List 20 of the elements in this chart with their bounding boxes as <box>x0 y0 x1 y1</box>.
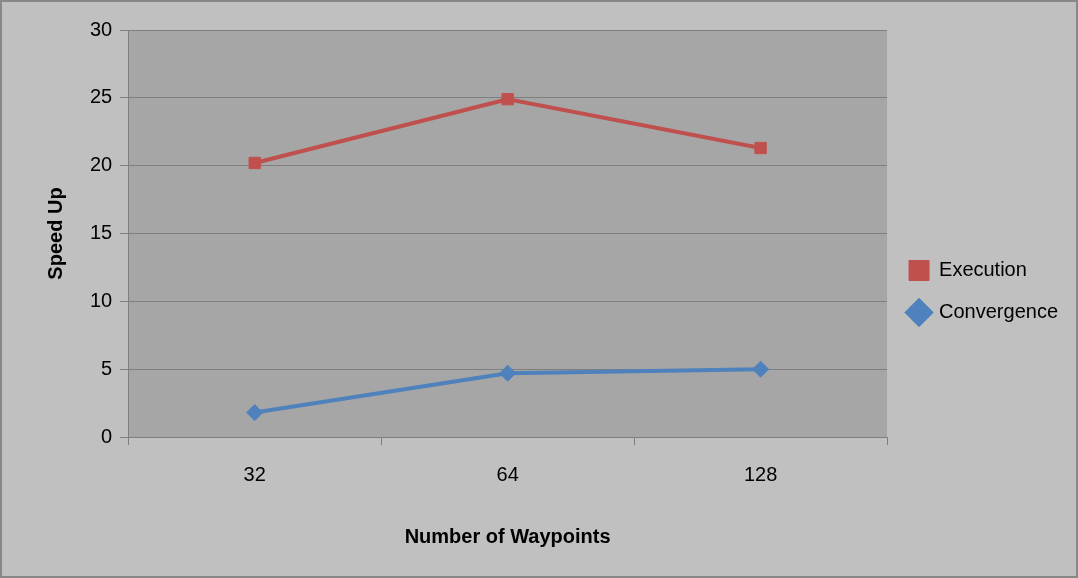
x-tick-label: 32 <box>243 462 266 485</box>
x-tick-label: 128 <box>743 462 778 485</box>
y-tick-label: 30 <box>90 17 113 40</box>
point <box>754 141 767 155</box>
y-tick-label: 15 <box>90 221 113 244</box>
x-tick-label: 64 <box>496 462 519 485</box>
y-tick-label: 25 <box>90 85 113 108</box>
y-tick-label: 20 <box>90 153 113 176</box>
x-axis-title: Number of Waypoints <box>404 524 611 547</box>
y-tick-label: 5 <box>101 356 113 379</box>
legend-label: Convergence <box>939 300 1058 323</box>
point <box>499 364 517 382</box>
point <box>248 156 261 170</box>
y-tick-label: 0 <box>101 424 113 447</box>
point <box>501 93 514 106</box>
y-axis-title: Speed Up <box>43 187 66 280</box>
legend-label: Execution <box>939 258 1027 281</box>
point <box>752 360 770 378</box>
point <box>246 404 264 422</box>
y-tick-label: 10 <box>90 288 113 311</box>
